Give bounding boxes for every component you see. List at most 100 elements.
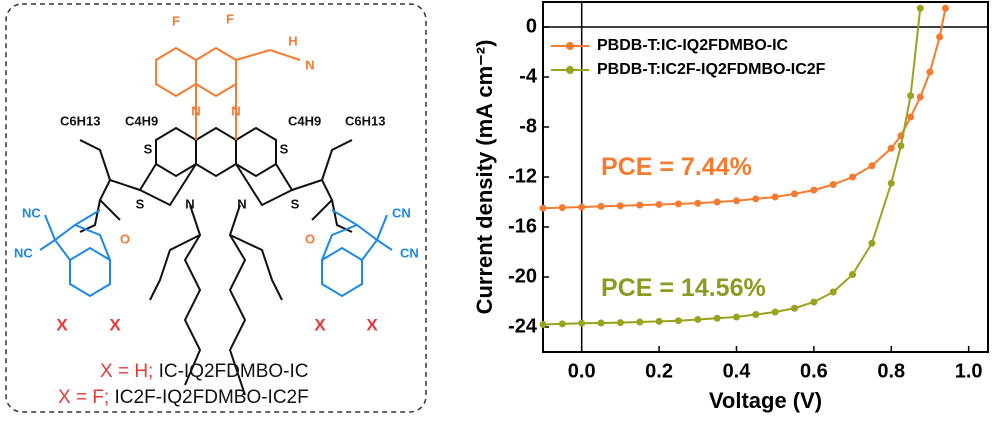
data-point [732, 197, 740, 205]
data-point [887, 144, 895, 152]
structure-labels: F F H N N N C6H13 C4H9 C4H9 C6H13 S S S … [14, 11, 419, 334]
data-point [810, 186, 818, 194]
atom-label: S [144, 141, 153, 156]
data-point [578, 203, 586, 211]
data-point [916, 4, 924, 12]
atom-label: C6H13 [60, 113, 100, 128]
x-tick-label: 0.4 [723, 360, 752, 382]
y-tick-label: -16 [508, 215, 537, 237]
annotation: PCE = 14.56% [601, 274, 766, 302]
atom-label: N [231, 103, 240, 118]
atom-label: CN [392, 205, 411, 220]
data-point [936, 33, 944, 41]
data-point [771, 308, 779, 316]
data-point [887, 179, 895, 187]
data-point [539, 204, 547, 212]
data-point [655, 317, 663, 325]
structure-skeleton [79, 126, 353, 396]
x-tick-label: 0.2 [645, 360, 673, 382]
y-tick-label: -8 [519, 115, 537, 137]
jv-chart: 0.0 0.2 0.4 0.6 0.8 1.0 0 -4 -8 -12 -16 -20 -24 Volta… [472, 1, 989, 413]
data-point [636, 201, 644, 209]
atom-label: X [56, 315, 68, 334]
legend-label: PBDB-T:IC-IQ2FDMBO-IC [597, 37, 789, 54]
data-point [752, 311, 760, 318]
data-point [674, 200, 682, 208]
end-groups [39, 209, 393, 298]
data-point [897, 142, 905, 150]
data-point [558, 320, 566, 328]
data-point [829, 288, 837, 296]
atom-label: X [366, 315, 378, 334]
data-point [616, 319, 624, 327]
y-tick-label: -20 [508, 265, 537, 287]
atom-label: CN [400, 245, 419, 260]
data-point [752, 195, 760, 203]
atom-label: N [237, 196, 246, 211]
atom-label: S [280, 141, 289, 156]
atom-label: F [172, 13, 180, 28]
data-point [674, 317, 682, 325]
atom-label: X [314, 315, 326, 334]
data-point [694, 199, 702, 207]
caption-key: X = F; [58, 387, 109, 408]
data-point [907, 92, 915, 100]
atom-label: N [305, 57, 314, 72]
legend-marker [566, 42, 574, 50]
data-point [636, 318, 644, 326]
atom-label: N [185, 196, 194, 211]
data-point [771, 193, 779, 201]
data-point [907, 113, 915, 121]
series-line [542, 8, 922, 326]
x-axis-label: Voltage (V) [709, 388, 822, 413]
data-point [539, 321, 547, 328]
data-point [791, 190, 799, 198]
structure-frame [5, 3, 427, 413]
data-point [941, 4, 949, 12]
data-point [713, 314, 721, 322]
data-point [597, 202, 605, 210]
data-point [829, 181, 837, 188]
data-point [791, 304, 799, 312]
data-point [655, 201, 663, 208]
atom-label: N [191, 103, 200, 118]
data-point [558, 204, 566, 212]
legend-label: PBDB-T:IC2F-IQ2FDMBO-IC2F [597, 61, 826, 78]
atom-label: F [226, 11, 234, 26]
y-tick-label: -24 [508, 315, 538, 337]
fluoro-indanone [155, 46, 301, 140]
caption-key: X = H; [100, 361, 153, 382]
atom-label: C6H13 [345, 113, 385, 128]
data-point [694, 316, 702, 323]
x-tick-label: 0.0 [568, 360, 596, 382]
legend-marker [566, 66, 574, 74]
data-point [597, 319, 605, 327]
caption-name: IC2F-IQ2FDMBO-IC2F [115, 387, 309, 408]
data-point [578, 319, 586, 327]
atom-label: S [291, 196, 300, 211]
data-point [713, 198, 721, 206]
caption: X = F; IC2F-IQ2FDMBO-IC2F [58, 387, 309, 408]
atom-label: X [109, 315, 121, 334]
data-point [849, 271, 857, 278]
x-tick-label: 1.0 [955, 360, 983, 382]
x-tick-label: 0.8 [877, 360, 905, 382]
atom-label: NC [22, 205, 41, 220]
data-point [868, 162, 876, 170]
atom-label: C4H9 [125, 113, 158, 128]
caption: X = H; IC-IQ2FDMBO-IC [100, 361, 309, 382]
data-point [849, 173, 857, 181]
data-point [868, 239, 876, 247]
atom-label: O [120, 231, 130, 246]
atom-label: S [136, 196, 145, 211]
annotation: PCE = 7.44% [601, 153, 752, 181]
data-point [916, 93, 924, 101]
y-tick-label: -12 [508, 165, 537, 187]
caption-name: IC-IQ2FDMBO-IC [159, 361, 309, 382]
x-tick-label: 0.6 [800, 360, 828, 382]
atom-label: H [288, 33, 297, 48]
y-tick-label: 0 [526, 15, 537, 37]
data-point [926, 68, 934, 76]
data-point [616, 202, 624, 210]
